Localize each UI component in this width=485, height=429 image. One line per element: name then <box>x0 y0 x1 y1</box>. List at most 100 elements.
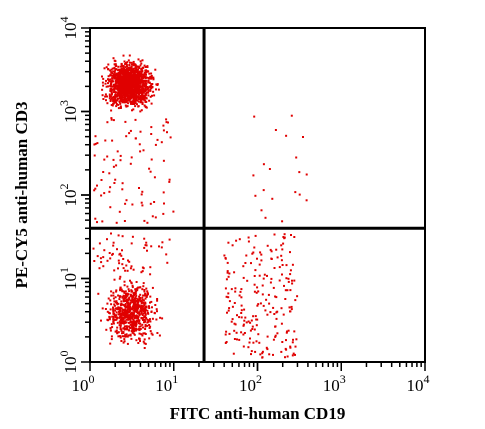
data-point <box>125 318 128 321</box>
data-point <box>155 318 158 321</box>
data-point <box>134 95 137 98</box>
data-point <box>121 296 124 299</box>
data-point <box>104 93 107 96</box>
data-point <box>150 300 153 303</box>
data-point <box>139 328 142 330</box>
data-point <box>150 72 153 75</box>
data-point <box>305 199 308 202</box>
data-point <box>149 202 152 205</box>
data-point <box>238 294 241 297</box>
data-point <box>289 345 292 348</box>
data-point <box>111 326 114 329</box>
data-point <box>143 79 146 82</box>
data-point <box>124 202 127 205</box>
data-point <box>234 323 237 326</box>
data-point <box>266 348 269 351</box>
data-point <box>114 309 117 312</box>
data-point <box>106 259 109 262</box>
data-point <box>132 79 135 82</box>
data-point <box>120 92 123 95</box>
data-point <box>133 333 136 336</box>
data-point <box>127 299 130 301</box>
data-point <box>122 67 125 70</box>
data-point <box>127 90 130 93</box>
data-point <box>143 319 146 321</box>
data-point <box>132 92 135 95</box>
data-point <box>137 68 139 71</box>
data-point <box>115 316 118 319</box>
data-point <box>99 257 102 260</box>
data-point <box>140 92 143 95</box>
data-point <box>272 306 275 309</box>
data-point <box>112 311 115 314</box>
data-point <box>149 170 152 173</box>
data-point <box>129 316 132 319</box>
data-point <box>131 87 134 90</box>
data-point <box>240 309 243 312</box>
data-point <box>109 73 112 76</box>
data-point <box>130 82 133 85</box>
data-point <box>121 182 124 185</box>
data-point <box>102 171 105 173</box>
data-point <box>144 82 147 85</box>
data-point <box>119 106 122 109</box>
data-point <box>123 73 125 76</box>
data-point <box>118 298 121 301</box>
data-point <box>116 317 119 320</box>
data-point <box>110 81 113 84</box>
data-point <box>121 263 124 266</box>
data-point <box>110 232 112 235</box>
data-point <box>135 305 138 308</box>
data-point <box>102 265 105 268</box>
data-point <box>131 69 134 72</box>
data-point <box>282 236 285 238</box>
data-point <box>253 246 256 249</box>
data-point <box>290 308 293 311</box>
data-point <box>119 73 122 76</box>
data-point <box>125 105 128 108</box>
data-point <box>261 350 264 353</box>
data-point <box>127 259 129 262</box>
data-point <box>109 186 112 189</box>
data-point <box>124 306 127 309</box>
data-point <box>122 87 125 89</box>
data-point <box>244 316 247 319</box>
data-point <box>120 100 123 103</box>
data-point <box>131 295 134 298</box>
data-point <box>137 342 140 344</box>
data-point <box>145 100 148 103</box>
data-point <box>130 281 133 284</box>
data-point <box>115 290 118 293</box>
data-point <box>123 81 126 84</box>
data-point <box>121 101 124 104</box>
data-point <box>137 305 140 308</box>
data-point <box>284 356 286 359</box>
data-point <box>251 328 254 330</box>
data-point <box>289 251 291 254</box>
data-point <box>149 75 152 78</box>
x-tick-label: 104 <box>407 372 430 395</box>
data-point <box>108 318 111 321</box>
data-point <box>149 320 152 323</box>
data-point <box>140 80 143 82</box>
data-point <box>258 341 261 344</box>
data-point <box>130 330 133 333</box>
data-point <box>143 342 146 345</box>
data-point <box>255 318 258 321</box>
data-point <box>123 291 126 294</box>
data-point <box>235 331 238 334</box>
data-point <box>119 324 122 327</box>
data-point <box>142 299 145 302</box>
data-point <box>119 97 121 100</box>
data-point <box>142 82 145 84</box>
data-point <box>131 331 134 334</box>
data-point <box>109 299 112 302</box>
data-point <box>284 298 287 300</box>
data-point <box>115 73 118 76</box>
data-point <box>120 89 123 91</box>
data-point <box>137 92 140 95</box>
data-point <box>112 83 115 86</box>
data-point <box>115 318 118 321</box>
data-point <box>121 290 124 293</box>
data-point <box>127 59 130 62</box>
